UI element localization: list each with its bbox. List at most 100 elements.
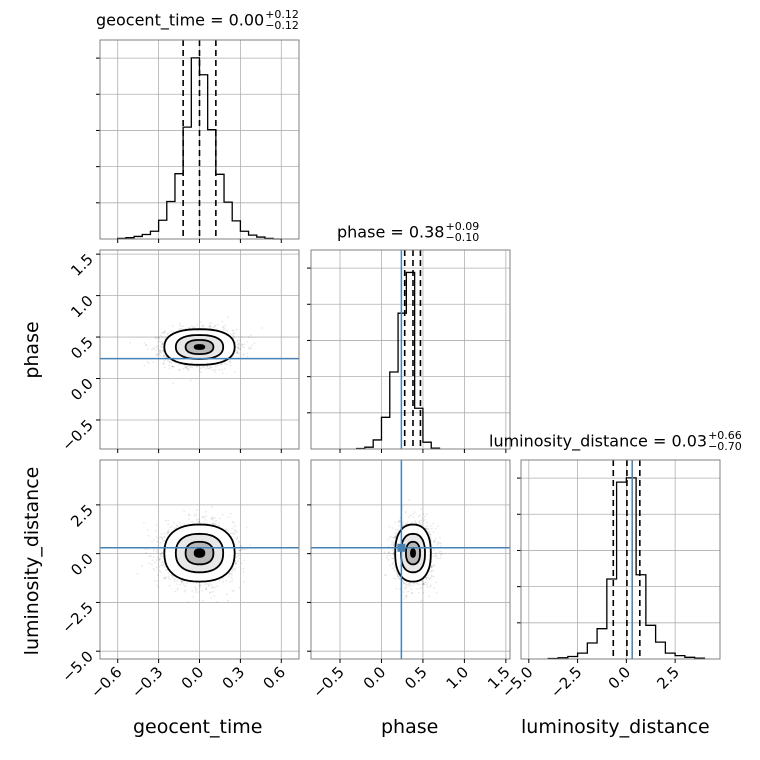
sample-point (187, 368, 190, 371)
sample-point (228, 575, 231, 578)
sample-point (164, 577, 167, 580)
sample-point (164, 338, 166, 340)
sample-point (199, 584, 202, 587)
sample-point (167, 531, 170, 534)
sample-point (202, 365, 205, 367)
sample-point (227, 316, 229, 318)
sample-point (152, 556, 155, 559)
sample-point (184, 589, 187, 591)
sample-point (210, 366, 213, 369)
sample-point (167, 331, 170, 334)
sample-point (202, 516, 205, 518)
sample-point (246, 356, 249, 358)
sample-point (184, 366, 187, 369)
sample-point (196, 365, 199, 368)
sample-point (159, 541, 162, 544)
sample-point (166, 333, 169, 335)
sample-point (186, 582, 188, 585)
sample-point (241, 548, 243, 551)
sample-point (237, 347, 240, 349)
sample-point (218, 522, 220, 525)
sample-point (162, 562, 165, 564)
sample-point (163, 332, 166, 334)
sample-point (208, 582, 211, 584)
sample-point (225, 329, 228, 331)
sample-point (161, 551, 163, 554)
sample-point (193, 326, 196, 328)
sample-point (212, 523, 215, 525)
sample-point (162, 362, 165, 365)
sample-point (205, 588, 208, 591)
sample-point (160, 564, 163, 567)
sample-point (147, 348, 150, 350)
sample-point (159, 558, 161, 561)
sample-point (209, 325, 211, 328)
sample-point (166, 569, 169, 571)
sample-point (234, 562, 237, 565)
sample-point (161, 345, 164, 348)
sample-point (159, 535, 162, 538)
sample-point (211, 506, 213, 508)
sample-point (161, 538, 164, 541)
sample-point (248, 347, 251, 350)
sample-point (193, 515, 196, 517)
sample-point (205, 510, 207, 513)
sample-point (229, 361, 232, 364)
hist-luminosity-distance-frame (520, 459, 721, 660)
sample-point (205, 367, 207, 370)
sample-point (168, 361, 171, 363)
sample-point (163, 366, 166, 369)
sample-point (160, 571, 162, 573)
sample-point (155, 524, 158, 526)
sample-point (250, 344, 253, 347)
joint-geocent-time-phase-density-level-3 (193, 344, 206, 350)
sample-point (194, 513, 197, 515)
sample-point (203, 366, 206, 369)
sample-point (175, 524, 178, 527)
sample-point (178, 522, 181, 524)
sample-point (183, 580, 186, 583)
sample-point (191, 325, 193, 328)
sample-point (171, 325, 174, 328)
sample-point (187, 513, 190, 516)
sample-point (213, 520, 216, 523)
sample-point (238, 343, 240, 345)
sample-point (200, 321, 202, 323)
sample-point (177, 364, 180, 366)
sample-point (185, 366, 188, 369)
sample-point (155, 566, 158, 569)
sample-point (162, 331, 165, 334)
sample-point (213, 586, 216, 589)
sample-point (189, 379, 192, 382)
sample-point (157, 586, 160, 589)
sample-point (200, 371, 202, 374)
sample-point (195, 589, 197, 591)
hist-phase-bg (311, 250, 510, 449)
sample-point (182, 368, 185, 370)
sample-point (210, 584, 212, 587)
sample-point (195, 582, 198, 585)
sample-point (145, 552, 147, 554)
sample-point (158, 353, 161, 356)
sample-point (222, 326, 224, 329)
sample-point (211, 523, 214, 525)
sample-point (186, 365, 189, 368)
sample-point (210, 517, 213, 520)
sample-point (231, 527, 234, 530)
sample-point (196, 509, 199, 512)
sample-point (246, 352, 249, 355)
sample-point (185, 367, 188, 370)
sample-point (249, 544, 252, 547)
sample-point (212, 522, 215, 525)
sample-point (178, 369, 181, 371)
sample-point (234, 525, 237, 528)
sample-point (161, 342, 164, 344)
sample-point (189, 366, 192, 368)
sample-point (180, 580, 183, 583)
sample-point (239, 341, 241, 343)
sample-point (144, 344, 147, 346)
sample-point (212, 369, 214, 372)
sample-point (183, 364, 186, 367)
sample-point (207, 367, 210, 370)
sample-point (180, 327, 183, 330)
